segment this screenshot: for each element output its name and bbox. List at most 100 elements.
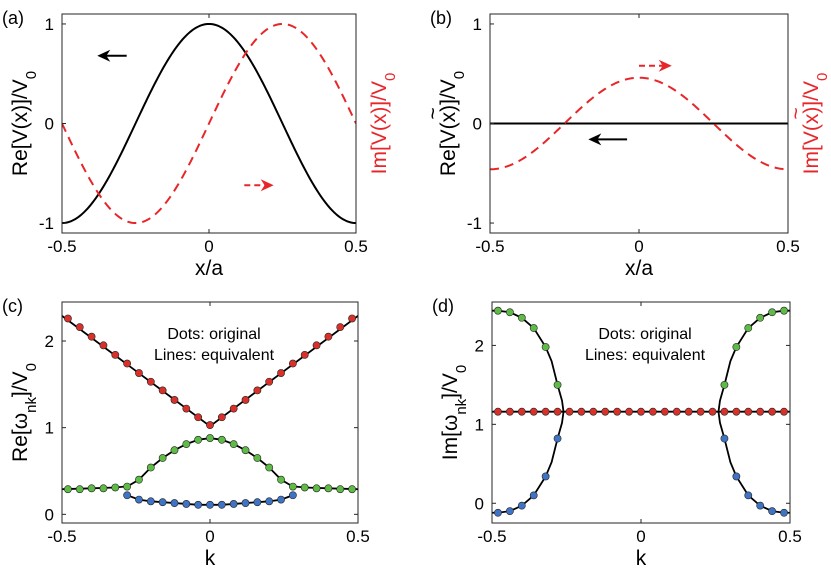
x-tick-label: 0.5 — [344, 237, 368, 256]
y-tick-label: 0 — [473, 115, 482, 134]
data-point — [565, 407, 574, 416]
y-label-tail: ]/V — [439, 373, 462, 399]
data-point — [505, 507, 514, 516]
x-axis-label: k — [205, 547, 216, 570]
data-point — [146, 463, 155, 472]
data-point — [672, 407, 681, 416]
data-point — [146, 497, 155, 506]
y-label-main: Re[V(x)]/V — [9, 79, 32, 176]
data-point — [288, 482, 297, 491]
data-point — [194, 413, 203, 422]
panel-label: (a) — [2, 8, 24, 28]
data-point — [756, 407, 765, 416]
data-point — [756, 501, 765, 510]
x-tick-label: 0 — [634, 237, 643, 256]
data-point — [312, 484, 321, 493]
data-point — [123, 491, 132, 500]
data-point — [288, 359, 297, 368]
y-tick-label: 0 — [475, 494, 484, 513]
data-point — [288, 491, 297, 500]
y-label-tail-sub: 0 — [23, 363, 40, 371]
data-point — [206, 434, 214, 442]
y-tick-label: 1 — [45, 15, 54, 34]
legend-text: Dots: original — [598, 326, 691, 343]
data-point — [312, 341, 321, 350]
data-point — [206, 421, 214, 429]
data-point — [553, 434, 562, 443]
data-point — [553, 380, 562, 389]
data-point — [517, 313, 526, 322]
data-point — [780, 306, 788, 315]
data-point — [744, 491, 753, 500]
data-point — [194, 435, 203, 444]
data-point — [336, 485, 345, 494]
data-point — [720, 434, 729, 443]
panel-label: (c) — [2, 296, 23, 316]
y-label-tail-sub: 0 — [453, 365, 470, 373]
y-tick-label: 1 — [475, 415, 484, 434]
data-point — [684, 407, 693, 416]
data-point — [529, 324, 538, 332]
data-point — [123, 482, 132, 491]
data-point — [265, 463, 274, 472]
data-point — [158, 454, 167, 462]
data-point — [660, 407, 669, 416]
data-point — [696, 407, 705, 416]
x-tick-label: 0 — [636, 527, 645, 546]
data-point — [720, 380, 729, 389]
data-point — [541, 407, 550, 416]
y-tick-label: 0 — [45, 505, 54, 524]
data-point — [253, 386, 262, 395]
x-tick-label: -0.5 — [475, 237, 504, 256]
y-label-main: Re[V(x)]/V — [437, 79, 460, 176]
y-tick-label: -1 — [39, 214, 54, 233]
tilde-mark-left: ~ — [422, 107, 445, 119]
panel-label: (b) — [430, 8, 452, 28]
data-point — [529, 407, 538, 416]
data-point — [253, 454, 262, 462]
data-point — [517, 501, 526, 510]
data-point — [253, 498, 262, 507]
y-tick-label: 2 — [45, 332, 54, 351]
data-point — [732, 472, 741, 481]
data-point — [170, 446, 179, 455]
x-tick-label: 0 — [204, 237, 213, 256]
data-point — [553, 407, 562, 416]
data-point — [300, 483, 309, 492]
data-point — [170, 396, 179, 404]
plot-area — [492, 306, 790, 517]
x-tick-label: -0.5 — [477, 527, 506, 546]
data-point — [241, 396, 250, 404]
y-tick-label: 0 — [45, 115, 54, 134]
y-label-sub: 0 — [451, 71, 468, 79]
data-point — [241, 446, 250, 455]
data-point — [265, 497, 274, 506]
data-point — [517, 407, 526, 416]
data-point — [768, 507, 777, 516]
data-point — [277, 475, 285, 484]
data-point — [182, 500, 191, 508]
x-tick-label: 0 — [205, 527, 214, 546]
data-point — [494, 407, 502, 416]
y-axis-label: Re[V(x)]/V0 — [437, 71, 468, 176]
y-axis-label: Re[ωnk]/V0 — [9, 363, 40, 462]
panel-b: -0.5 0 0.5-101x/a(b)Re[V(x)]/V0Im[V(x)]/V0… — [422, 8, 831, 280]
plot-area — [62, 314, 358, 509]
y-label-main: Im[ω — [439, 415, 462, 461]
data-point — [505, 407, 514, 416]
x-tick-label: 0.5 — [346, 527, 370, 546]
y-label-right-main: Im[V(x)]/V — [368, 81, 391, 174]
data-point — [135, 495, 143, 504]
data-point — [300, 350, 309, 359]
y-label-sub: nk — [23, 397, 40, 413]
data-point — [494, 306, 502, 315]
plot-area — [490, 76, 788, 171]
y-axis-label-right: Im[V(x)]/V0 — [368, 73, 399, 175]
equivalent-line — [126, 437, 294, 488]
data-point — [64, 314, 72, 323]
data-point — [780, 508, 788, 517]
x-tick-label: -0.5 — [47, 237, 76, 256]
